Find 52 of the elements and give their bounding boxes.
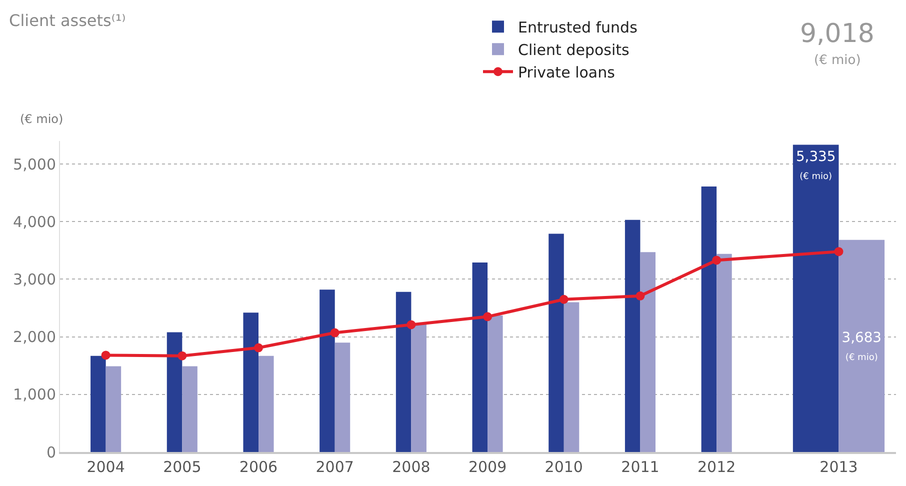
x-tick-label: 2007 [316,458,354,476]
bar [182,366,198,452]
point [178,351,187,360]
bar [624,220,640,452]
bar [258,356,274,452]
x-tick-label: 2004 [86,458,125,476]
x-tick-label: 2013 [820,458,858,476]
legend-label: Entrusted funds [518,18,638,36]
y-tick-label: 1,000 [13,386,56,404]
point [330,328,340,338]
point [559,294,568,304]
bar [334,342,350,452]
point [101,350,110,360]
x-tick-label: 2009 [468,458,507,476]
bar [411,324,426,452]
x-tick-label: 2011 [621,458,660,476]
bar [716,254,732,452]
point [712,256,722,265]
bar [548,234,564,452]
point [636,291,645,300]
y-tick-label: 2,000 [13,328,56,346]
y-tick-label: 5,000 [13,155,56,174]
point [483,312,492,322]
legend-label: Private loans [518,63,616,82]
text: (€ mio) [814,53,861,68]
bar [106,366,122,452]
bar [472,262,488,452]
bar [243,312,258,452]
data-label: 3,683 (€ mio) [842,330,882,364]
x-tick-label: 2010 [544,458,583,476]
y-axis-title: (€ mio) [20,112,64,126]
chart-title: Client assets⁽¹⁾ [9,10,126,30]
x-tick-label: 2008 [392,458,430,476]
x-tick-label: 2012 [697,458,736,476]
bar [488,316,503,452]
x-tick-label: 2006 [239,458,278,476]
y-tick-label: 4,000 [13,212,56,231]
y-tick-label: 3,000 [13,270,56,288]
point [254,343,263,352]
bar [640,252,656,452]
data-label: 5,335 (€ mio) [796,148,836,182]
text: 9,018 [800,19,874,49]
bar [396,292,412,452]
legend-label: Client deposits [518,40,630,59]
bar [320,290,335,452]
bar [166,332,182,452]
x-tick-label: 2005 [163,458,202,476]
point [406,320,416,330]
bar [90,356,106,452]
bar [564,302,580,452]
y-tick-label: 0 [46,443,56,462]
bar [701,186,717,452]
